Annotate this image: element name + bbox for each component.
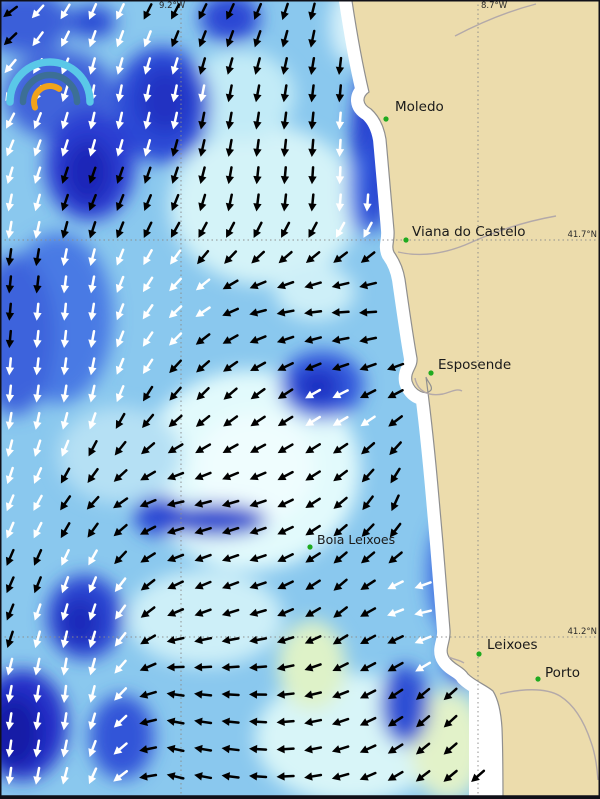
river-lines: [397, 3, 599, 781]
graticule-label: 41.2°N: [567, 627, 597, 637]
place-label: Leixoes: [487, 637, 538, 653]
graticule-label: 41.7°N: [567, 230, 597, 240]
place-dot: [403, 237, 409, 243]
land-area: [351, 0, 600, 799]
place-dot: [476, 651, 482, 657]
agency-rainbow-logo-icon: [6, 58, 94, 111]
place-dot: [383, 116, 389, 122]
place-label: Porto: [545, 665, 580, 681]
place-markers: Moledo Viana do Castelo Esposende Boia Leix…: [307, 99, 580, 682]
graticule-label: 9.2°W: [159, 1, 186, 11]
place-label: Moledo: [395, 99, 444, 115]
place-dot: [307, 544, 313, 550]
place-label: Viana do Castelo: [412, 224, 526, 240]
place-dot: [535, 676, 541, 682]
graticule-label: 8.7°W: [481, 1, 508, 11]
place-label: Boia Leixoes: [317, 532, 395, 547]
place-dot: [428, 370, 434, 376]
place-label: Esposende: [438, 357, 511, 373]
